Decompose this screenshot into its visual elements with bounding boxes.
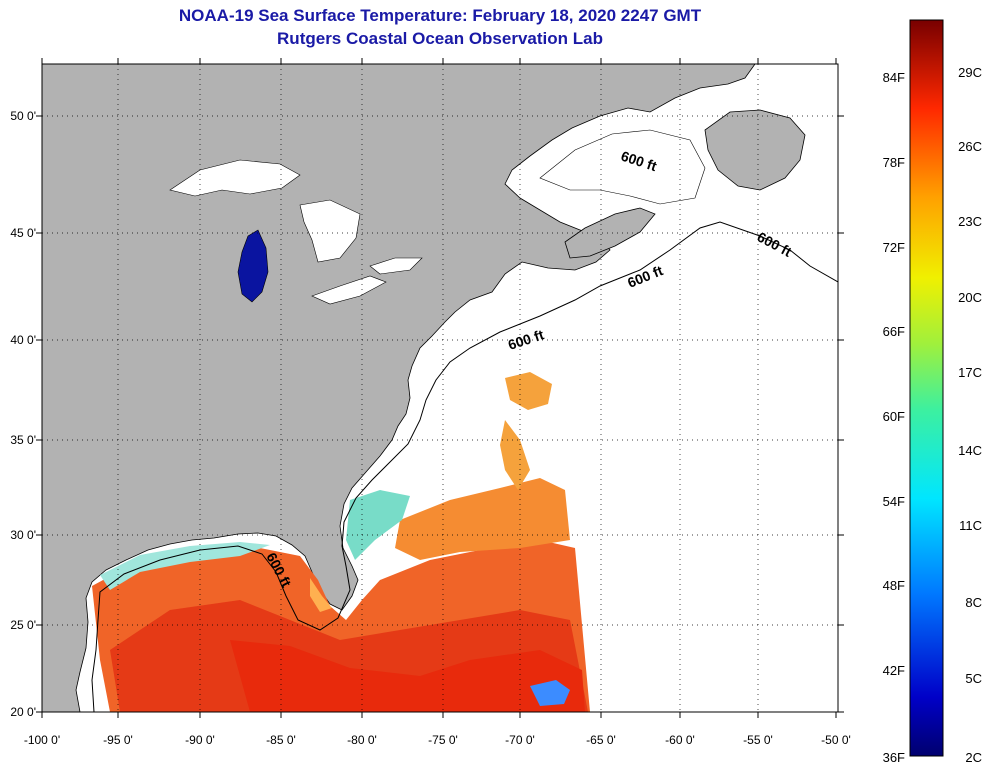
colorbar-celsius-label: 8C (965, 595, 982, 610)
st-lawrence-water (539, 129, 706, 205)
colorbar-fahrenheit-label: 48F (883, 578, 905, 593)
colorbar-celsius-label: 26C (958, 139, 982, 154)
colorbar-fahrenheit-label: 54F (883, 494, 905, 509)
isobath-600ft-contour (91, 221, 838, 712)
colorbar-fahrenheit-label: 78F (883, 155, 905, 170)
lake-huron (299, 199, 361, 263)
lon-tick-label: -65 0' (586, 733, 616, 747)
lat-tick-label: 30 0' (10, 528, 36, 542)
lon-tick-label: -95 0' (103, 733, 133, 747)
lake-michigan (237, 229, 269, 303)
colorbar-fahrenheit-label: 36F (883, 750, 905, 765)
lat-tick-label: 20 0' (10, 705, 36, 719)
colorbar-fahrenheit-label: 72F (883, 240, 905, 255)
lon-tick-label: -90 0' (185, 733, 215, 747)
colorbar-celsius-label: 20C (958, 290, 982, 305)
colorbar-celsius-label: 23C (958, 214, 982, 229)
lon-tick-label: -55 0' (743, 733, 773, 747)
lon-tick-label: -60 0' (665, 733, 695, 747)
axis-ticks (36, 58, 844, 718)
colorbar-fahrenheit-label: 42F (883, 663, 905, 678)
land-nova-scotia (564, 207, 656, 259)
lat-tick-label: 35 0' (10, 433, 36, 447)
colorbar-celsius-label: 17C (958, 365, 982, 380)
sst-field (92, 372, 590, 712)
graticule (42, 64, 838, 712)
colorbar-fahrenheit-label: 60F (883, 409, 905, 424)
map-title: NOAA-19 Sea Surface Temperature: Februar… (178, 6, 702, 25)
lat-tick-label: 50 0' (10, 109, 36, 123)
lake-ontario (369, 257, 423, 275)
lake-erie (311, 275, 387, 305)
colorbar-celsius-label: 2C (965, 750, 982, 765)
colorbar-celsius-label: 29C (958, 65, 982, 80)
lon-tick-label: -85 0' (266, 733, 296, 747)
land-newfoundland (704, 109, 806, 191)
colorbar-celsius-label: 11C (959, 518, 982, 533)
colorbar-fahrenheit-label: 84F (883, 70, 905, 85)
map-subtitle: Rutgers Coastal Ocean Observation Lab (277, 29, 603, 48)
colorbar-celsius-label: 14C (958, 443, 982, 458)
lon-tick-label: -100 0' (24, 733, 60, 747)
lat-tick-label: 25 0' (10, 618, 36, 632)
lon-tick-label: -75 0' (428, 733, 458, 747)
colorbar-celsius-label: 5C (965, 671, 982, 686)
lon-tick-label: -70 0' (505, 733, 535, 747)
colorbar (909, 19, 944, 757)
lon-tick-label: -80 0' (347, 733, 377, 747)
lon-tick-label: -50 0' (821, 733, 851, 747)
map-frame (41, 63, 839, 713)
lat-tick-label: 45 0' (10, 226, 36, 240)
lake-superior (169, 159, 301, 197)
land-north-america (42, 64, 756, 712)
colorbar-fahrenheit-label: 66F (883, 324, 905, 339)
lat-tick-label: 40 0' (10, 333, 36, 347)
